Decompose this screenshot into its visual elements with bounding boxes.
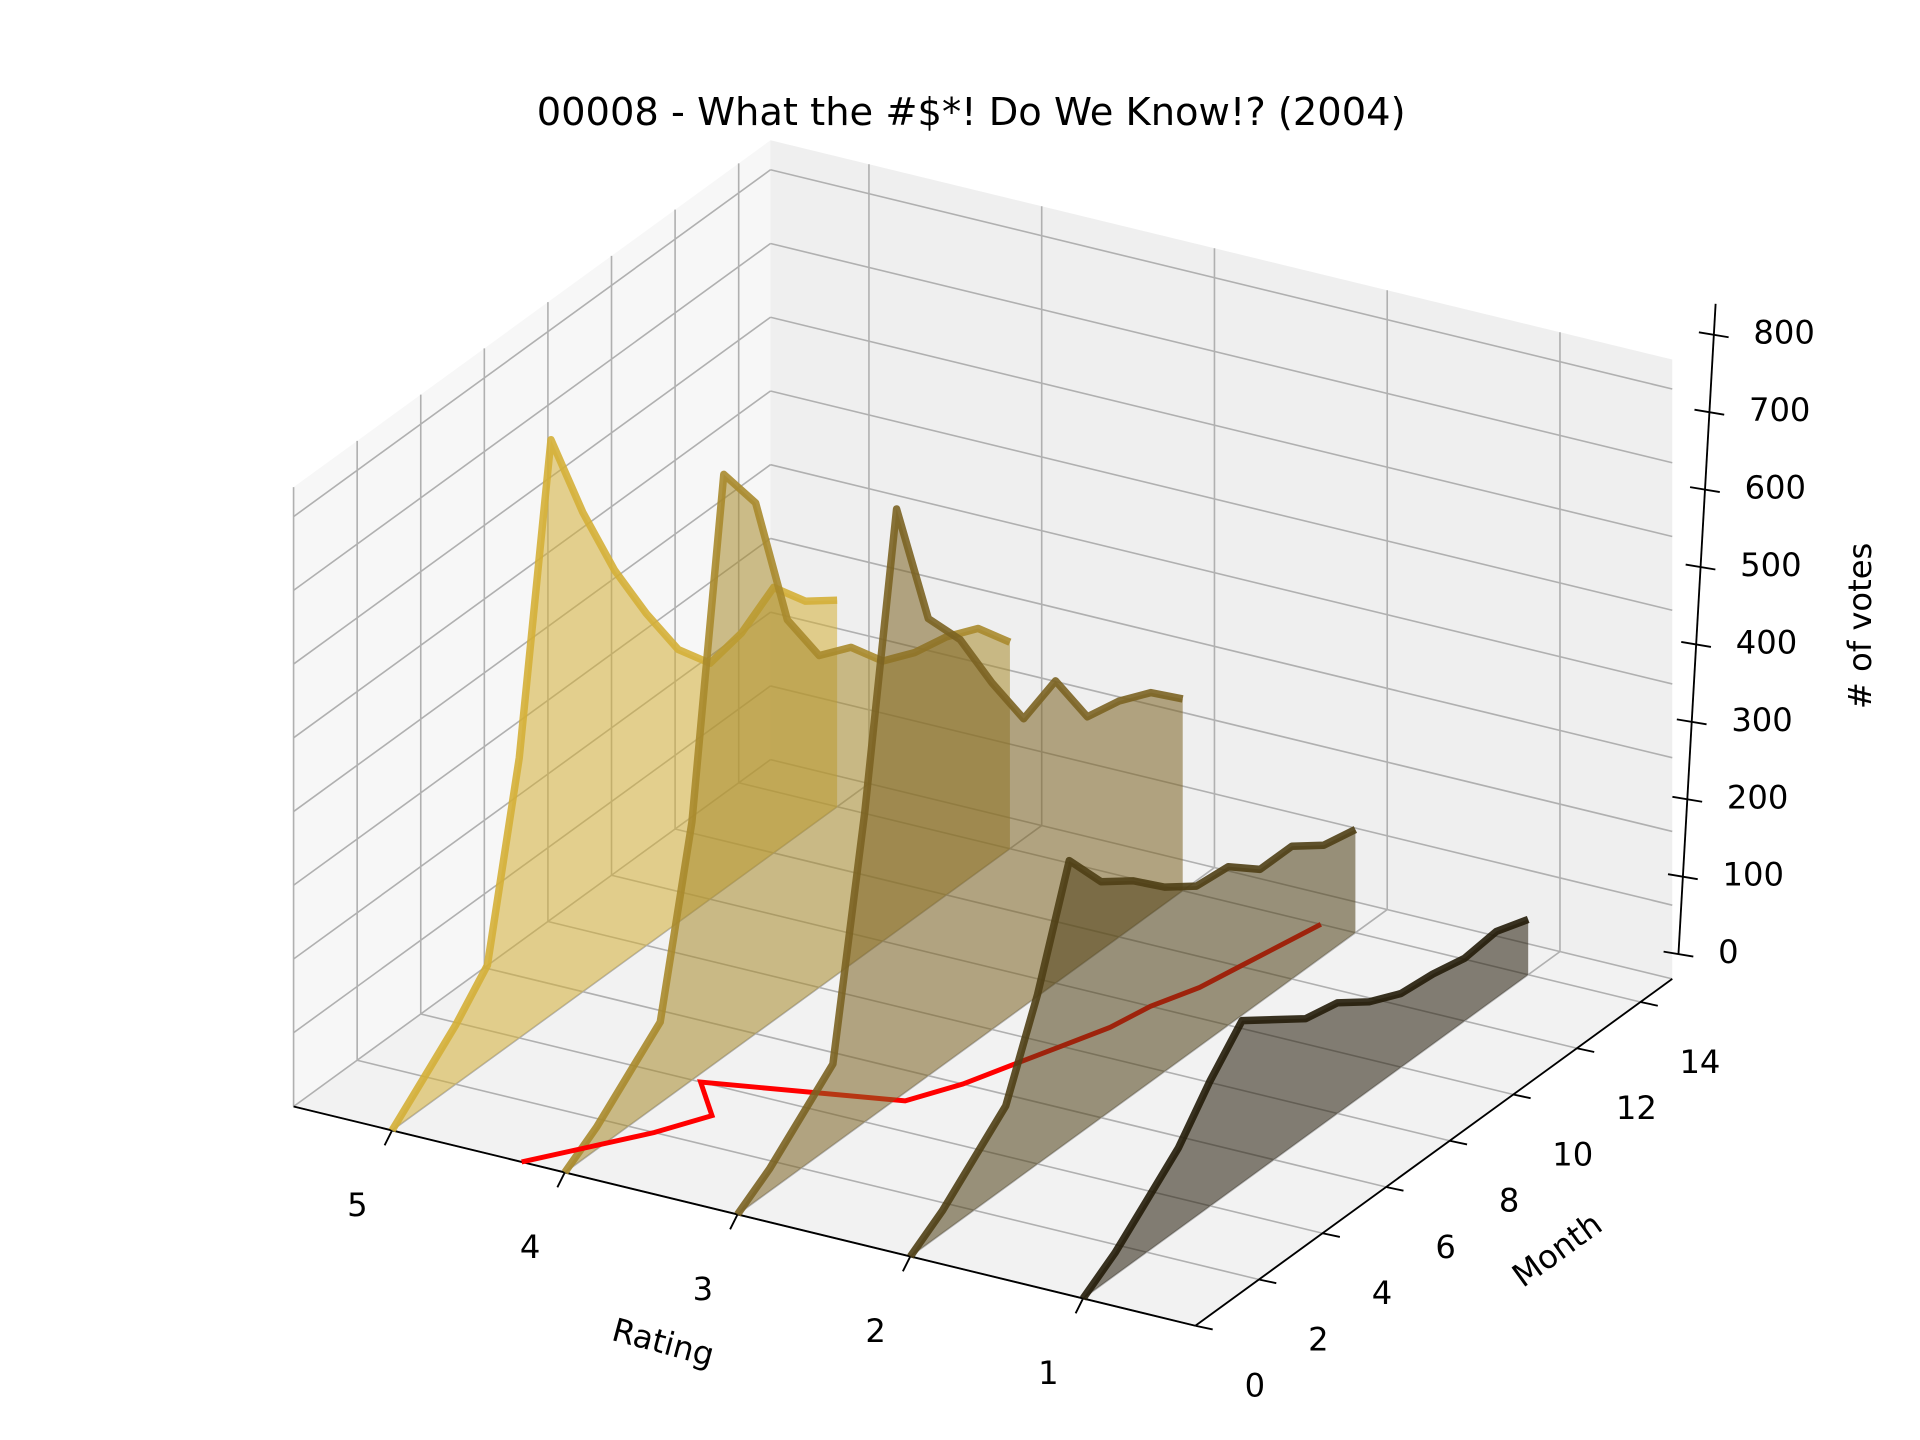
z-tick-label: 500: [1740, 546, 1801, 584]
x-tick-label: 2: [865, 1312, 885, 1350]
axis-line: [1194, 978, 1673, 1327]
y-tick: [1195, 1324, 1213, 1331]
grid-line: [770, 463, 1673, 685]
y-tick: [1640, 1001, 1659, 1007]
y-tick: [1258, 1278, 1277, 1285]
grid-line: [770, 242, 1673, 464]
grid-line: [770, 390, 1673, 612]
y-tick-label: 8: [1499, 1182, 1519, 1220]
area: [910, 829, 1356, 1257]
grid-line: [293, 390, 771, 739]
y-tick-label: 4: [1372, 1274, 1392, 1312]
x-tick-label: 3: [693, 1270, 713, 1308]
series-line: [734, 505, 1184, 1217]
area: [392, 439, 838, 1131]
y-tick-label: 6: [1435, 1228, 1455, 1266]
x-tick: [902, 1256, 912, 1272]
y-tick-label: 2: [1308, 1320, 1328, 1358]
z-tick-label: 300: [1731, 701, 1792, 739]
z-tick-label: 800: [1753, 314, 1814, 352]
z-tick-label: 200: [1727, 778, 1788, 816]
y-tick: [1322, 1232, 1341, 1238]
x-tick: [729, 1214, 739, 1230]
area: [1083, 919, 1529, 1299]
z-tick-label: 600: [1745, 469, 1806, 507]
y-tick-label: 10: [1552, 1135, 1593, 1173]
grid-line: [770, 316, 1673, 538]
area: [564, 474, 1010, 1173]
x-tick-label: 5: [347, 1186, 367, 1224]
chart-title: 00008 - What the #$*! Do We Know!? (2004…: [537, 90, 1406, 135]
y-tick: [1513, 1093, 1531, 1100]
area: [737, 508, 1183, 1215]
z-tick-label: 100: [1723, 856, 1784, 894]
x-tick: [556, 1172, 566, 1188]
y-tick-label: 14: [1679, 1043, 1720, 1081]
z-tick-label: 700: [1749, 391, 1810, 429]
y-tick-label: 12: [1616, 1089, 1657, 1127]
grid-line: [293, 316, 771, 665]
grid-line: [293, 169, 771, 518]
series-line: [907, 826, 1358, 1259]
axis-line: [1677, 303, 1717, 955]
x-axis-label: Rating: [608, 1311, 718, 1375]
grid-line: [770, 168, 1673, 390]
y-tick-label: 0: [1245, 1367, 1265, 1405]
grid-line: [356, 1059, 1260, 1281]
z-axis-label: # of votes: [1841, 543, 1879, 709]
axis-line: [293, 1105, 1196, 1327]
series-line: [1079, 915, 1530, 1301]
y-tick: [1576, 1047, 1595, 1053]
y-tick: [1385, 1186, 1404, 1192]
y-axis-label: Month: [1505, 1205, 1609, 1295]
x-tick: [383, 1130, 393, 1146]
x-tick: [1074, 1298, 1084, 1314]
x-tick-label: 1: [1038, 1354, 1058, 1392]
y-tick: [1449, 1139, 1468, 1146]
grid-line: [770, 537, 1673, 759]
z-tick-label: 0: [1718, 933, 1738, 971]
x-tick-label: 4: [520, 1228, 540, 1266]
z-tick-label: 400: [1736, 623, 1797, 661]
grid-line: [293, 242, 771, 591]
